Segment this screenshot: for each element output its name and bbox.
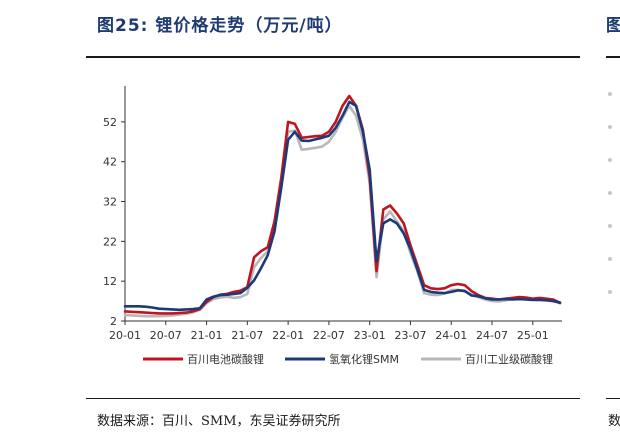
y-tick-label: 12 — [103, 275, 117, 288]
x-tick-label: 20-07 — [150, 329, 182, 342]
x-tick-label: 24-07 — [476, 329, 508, 342]
adjacent-source-fragment: 数 — [608, 414, 620, 429]
chart-title: 图25: 锂价格走势（万元/吨） — [97, 16, 343, 36]
legend-label-3: 百川工业级碳酸锂 — [465, 352, 553, 366]
x-tick-label: 23-07 — [394, 329, 426, 342]
chart-legend: 百川电池碳酸锂 氢氧化锂SMM 百川工业级碳酸锂 — [143, 352, 553, 366]
adjacent-top-rule — [606, 56, 620, 58]
x-tick-label: 23-01 — [354, 329, 386, 342]
y-tick-label: 32 — [103, 196, 117, 209]
legend-label-1: 百川电池碳酸锂 — [187, 352, 264, 366]
top-rule — [86, 56, 580, 58]
y-tick-label: 2 — [110, 315, 117, 328]
x-tick-label: 20-01 — [109, 329, 141, 342]
x-tick-label: 21-01 — [191, 329, 223, 342]
x-tick-label: 22-07 — [313, 329, 345, 342]
y-tick-label: 22 — [103, 235, 117, 248]
x-tick-label: 21-07 — [231, 329, 263, 342]
data-source-note: 数据来源：百川、SMM，东吴证券研究所 — [97, 414, 341, 429]
y-tick-label: 42 — [103, 156, 117, 169]
chart-axes — [124, 86, 562, 322]
adjacent-figure-title-fragment: 图 — [606, 16, 620, 36]
bottom-rule — [86, 398, 580, 399]
x-tick-label: 22-01 — [272, 329, 304, 342]
series-line-1 — [123, 94, 562, 315]
x-tick-label: 25-01 — [517, 329, 549, 342]
x-tick-label: 24-01 — [435, 329, 467, 342]
series-line-3 — [123, 104, 562, 318]
series-line-2 — [123, 100, 562, 312]
y-axis-ticks: 2 12 22 32 42 52 — [103, 116, 125, 328]
adjacent-figure-axis-fragment — [608, 92, 618, 322]
adjacent-bottom-rule — [606, 398, 620, 399]
y-tick-label: 52 — [103, 116, 117, 129]
x-axis-ticks: 20-01 20-07 21-01 21-07 22-01 22-07 23-01 23-07… — [109, 321, 549, 342]
chart-series-lines — [123, 94, 562, 318]
legend-label-2: 氢氧化锂SMM — [329, 352, 399, 366]
